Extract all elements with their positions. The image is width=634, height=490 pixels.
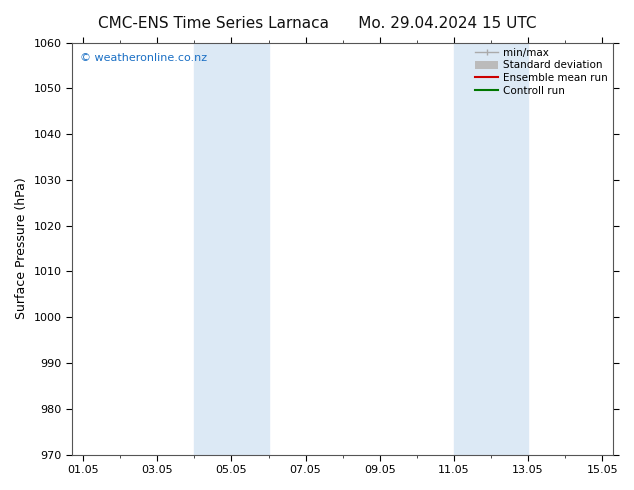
Text: © weatheronline.co.nz: © weatheronline.co.nz [81,53,207,63]
Y-axis label: Surface Pressure (hPa): Surface Pressure (hPa) [15,178,28,319]
Bar [454,43,528,455]
Legend: min/max, Standard deviation, Ensemble mean run, Controll run: min/max, Standard deviation, Ensemble me… [473,46,610,98]
Bar [195,43,269,455]
Text: CMC-ENS Time Series Larnaca      Mo. 29.04.2024 15 UTC: CMC-ENS Time Series Larnaca Mo. 29.04.20… [98,16,536,31]
